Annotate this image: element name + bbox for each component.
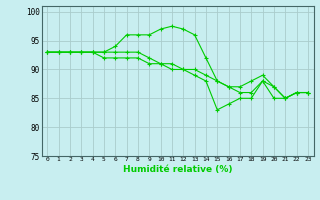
X-axis label: Humidité relative (%): Humidité relative (%) xyxy=(123,165,232,174)
